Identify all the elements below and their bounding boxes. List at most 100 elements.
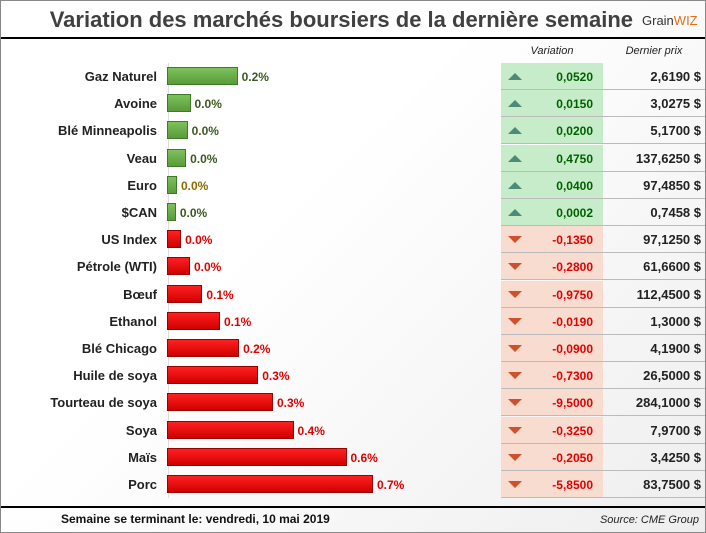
data-label: 0.1% [223,314,252,329]
arrow-up-icon [508,209,522,216]
price-cell: 26,5000 $ [603,362,705,390]
price-cell: 7,9700 $ [603,417,705,444]
arrow-down-icon [508,317,522,325]
category-label: Ethanol [109,313,157,329]
bar [167,257,190,276]
arrow-down-icon [508,481,522,488]
data-label: 0.3% [276,396,305,411]
table-row: $CAN 0.0% 0,0002 0,7458 $ [1,199,705,226]
variation-value: -5,8500 [552,478,593,492]
price-cell: 112,4500 $ [603,281,705,308]
bar [167,121,188,140]
bar [167,94,191,113]
divider [1,506,705,508]
category-label: Tourteau de soya [50,395,157,411]
bar [167,366,259,385]
variation-cell: -0,1350 [501,226,603,254]
data-label: 0.6% [350,450,378,465]
week-ending-label: Semaine se terminant le: vendredi, 10 ma… [61,512,330,526]
bar [167,203,176,221]
data-label: 0.2% [243,342,271,356]
bar [167,230,182,249]
table-row: Blé Chicago 0.2% -0,0900 4,1900 $ [1,335,705,362]
price-cell: 4,1900 $ [603,335,705,362]
arrow-up-icon [508,154,522,162]
variation-value: -0,0900 [552,342,593,356]
bar [167,311,220,330]
category-label: Soya [125,422,157,438]
category-label: Porc [128,477,157,492]
variation-cell: -0,0900 [501,335,603,362]
table-row: Blé Minneapolis 0.0% 0,0200 5,1700 $ [1,117,705,145]
arrow-down-icon [508,399,522,407]
variation-cell: -9,5000 [501,389,603,417]
data-label: 0.0% [193,260,222,275]
data-label: 0.2% [241,70,269,84]
variation-cell: -0,9750 [501,280,603,308]
category-label: Blé Chicago [81,341,157,356]
bar [167,447,347,466]
table-row: Veau 0.0% 0,4750 137,6250 $ [1,144,705,172]
arrow-down-icon [508,263,522,271]
price-cell: 1,3000 $ [603,308,705,335]
data-label: 0.0% [191,124,219,139]
variation-cell: 0,0520 [501,63,603,90]
variation-value: -9,5000 [552,396,593,411]
grainwiz-logo: GrainWIZ [642,13,698,28]
data-label: 0.0% [179,206,208,220]
variation-value: 0,4750 [556,151,593,166]
price-cell: 284,1000 $ [603,389,705,417]
variation-cell: -0,7300 [501,362,603,390]
arrow-up-icon [508,127,522,135]
data-label: 0.3% [262,369,290,384]
arrow-up-icon [508,100,522,108]
variation-cell: 0,0002 [501,199,603,226]
category-label: Veau [126,150,157,166]
category-label: Gaz Naturel [84,69,157,84]
variation-value: -0,2800 [552,260,593,275]
arrow-down-icon [508,372,522,380]
arrow-down-icon [508,345,522,352]
bar [167,148,187,167]
table-row: Maïs 0.6% -0,2050 3,4250 $ [1,443,705,471]
table-row: Huile de soya 0.3% -0,7300 26,5000 $ [1,362,705,390]
divider [1,37,705,39]
arrow-down-icon [508,453,522,461]
variation-header: Variation [530,45,574,57]
table-row: Bœuf 0.1% -0,9750 112,4500 $ [1,280,705,308]
price-cell: 97,1250 $ [603,226,705,254]
table-row: Avoine 0.0% 0,0150 3,0275 $ [1,90,705,118]
axis-line [168,63,169,498]
data-label: 0.0% [185,233,213,248]
bar [167,175,177,194]
data-label: 0.0% [181,178,209,193]
variation-cell: -0,2050 [501,443,603,471]
table-row: Ethanol 0.1% -0,0190 1,3000 $ [1,307,705,335]
variation-cell: -0,0190 [501,307,603,335]
variation-cell: 0,0200 [501,117,603,145]
category-label: Avoine [114,96,157,112]
data-label: 0.0% [190,151,218,166]
category-label: Euro [127,177,157,193]
variation-value: -0,1350 [552,233,593,248]
variation-value: 0,0002 [556,206,593,220]
bar [167,284,203,303]
category-label: Huile de soya [73,368,157,384]
page-title: Variation des marchés boursiers de la de… [49,7,633,32]
bar [167,393,273,412]
category-label: Blé Minneapolis [58,123,157,139]
price-cell: 61,6600 $ [603,253,705,281]
variation-value: -0,0190 [552,314,593,329]
price-cell: 3,0275 $ [603,90,705,118]
variation-cell: 0,0150 [501,90,603,118]
variation-cell: -5,8500 [501,471,603,498]
variation-cell: 0,4750 [501,144,603,172]
table-row: Tourteau de soya 0.3% -9,5000 284,1000 $ [1,389,705,417]
variation-value: 0,0520 [556,70,593,84]
price-cell: 97,4850 $ [603,172,705,199]
bar [167,475,373,493]
variation-value: 0,0200 [556,124,593,139]
category-label: Pétrole (WTI) [76,259,157,275]
price-cell: 137,6250 $ [603,145,705,172]
